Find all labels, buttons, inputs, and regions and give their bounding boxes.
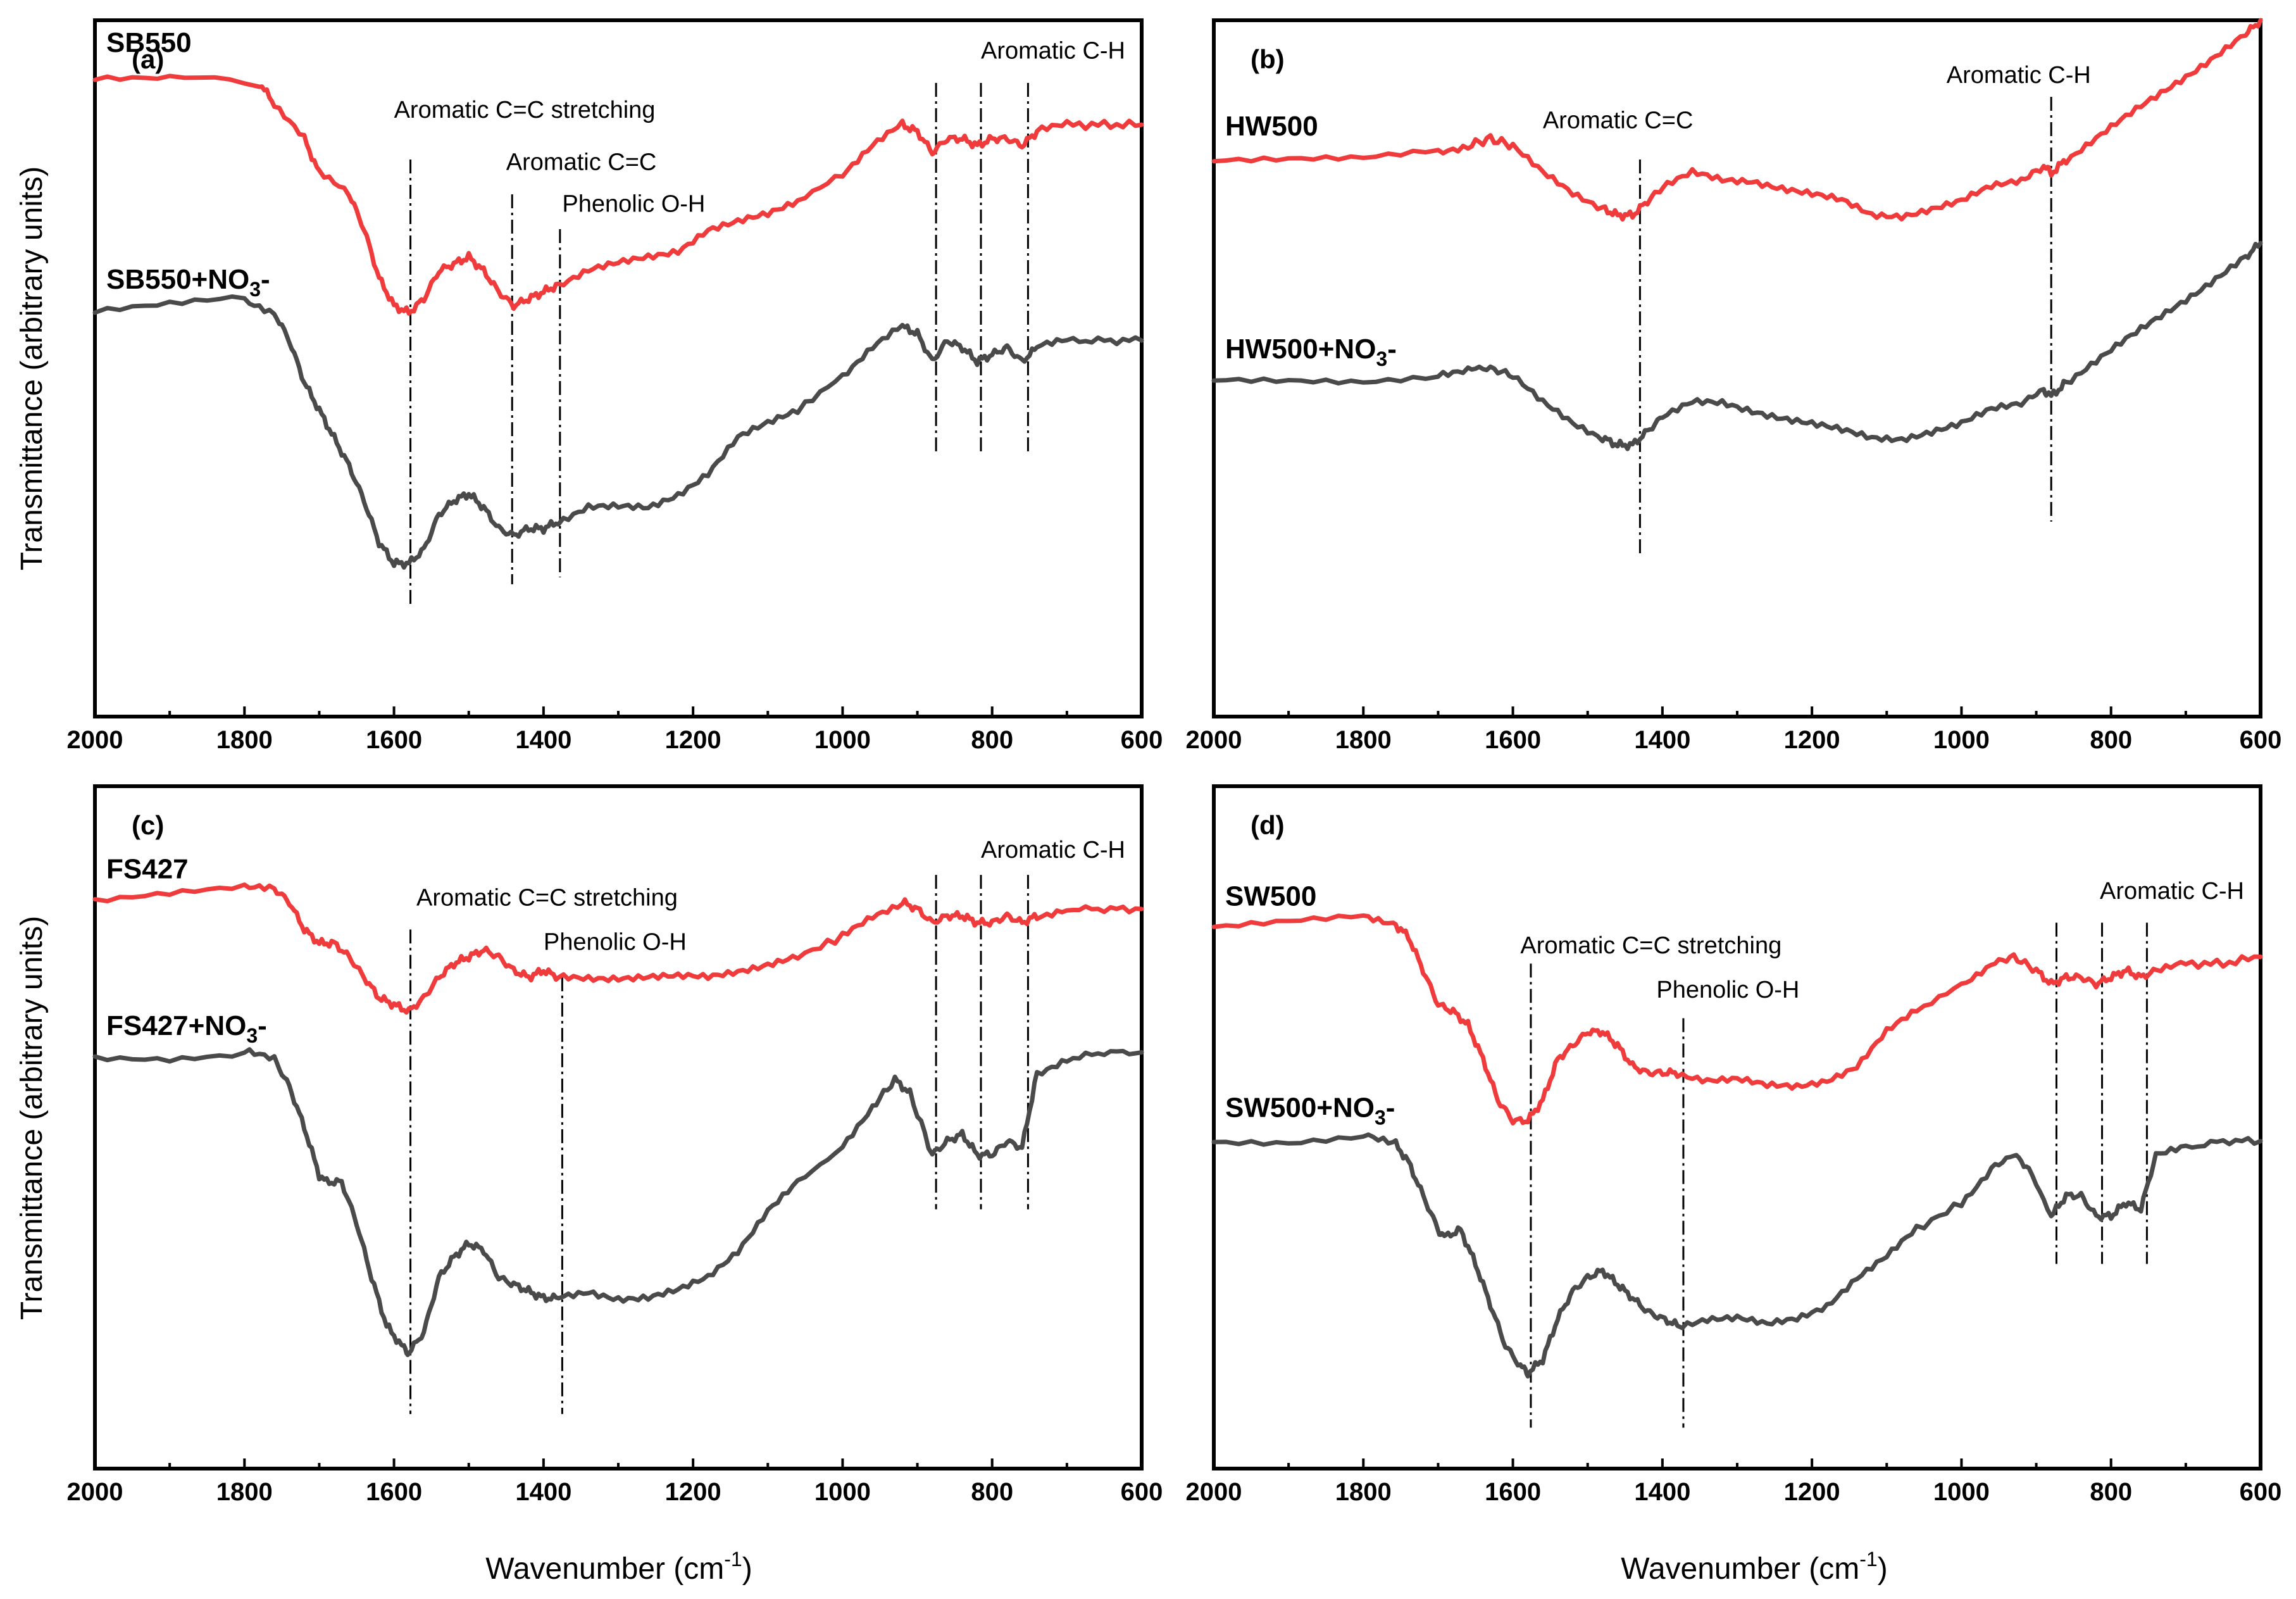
x-tick-label: 1400 xyxy=(515,726,571,754)
panel-label: (c) xyxy=(132,810,164,840)
x-tick-label: 600 xyxy=(2240,1478,2282,1506)
panel-a: 2000 1800 1600 1400 1200 1000 800 600 SB550 SB550… xyxy=(67,18,1163,754)
x-tick-label: 800 xyxy=(971,726,1013,754)
x-tick-label: 1800 xyxy=(216,1478,273,1506)
x-tick-label: 1000 xyxy=(1933,1478,1990,1506)
x-tick-label: 800 xyxy=(2090,726,2132,754)
x-tick-label: 1000 xyxy=(1933,726,1990,754)
spectrum-line xyxy=(92,294,1144,570)
x-tick-label: 800 xyxy=(2090,1478,2132,1506)
x-axis-label-superscript: -1 xyxy=(1859,1548,1877,1571)
x-tick-label: 1400 xyxy=(1634,1478,1690,1506)
x-tick-label: 600 xyxy=(2240,726,2282,754)
x-tick-label: 2000 xyxy=(67,726,123,754)
band-annotation: Aromatic C=C stretching xyxy=(1520,932,1781,959)
band-annotation: Phenolic O-H xyxy=(562,191,705,218)
panel-c: 2000 1800 1600 1400 1200 1000 800 600 FS427 FS427… xyxy=(67,784,1163,1506)
x-tick-label: 1800 xyxy=(1335,726,1392,754)
x-tick-label: 600 xyxy=(1121,726,1163,754)
x-tick-label: 1600 xyxy=(366,1478,422,1506)
series-label: FS427+NO3- xyxy=(106,1010,267,1047)
band-annotation: Aromatic C=C xyxy=(1543,108,1694,134)
series-label-tail: - xyxy=(1386,1093,1395,1124)
y-axis-label-top: Transmittance (arbitrary units) xyxy=(15,166,49,570)
series-label-main: FS427+NO xyxy=(106,1010,246,1041)
x-tick-label: 1600 xyxy=(1485,1478,1541,1506)
series-label-subscript: 3 xyxy=(249,278,261,301)
x-axis-label-text: Wavenumber (cm xyxy=(485,1552,724,1586)
series-label: SB550+NO3- xyxy=(106,264,270,301)
band-annotation: Aromatic C=C stretching xyxy=(394,97,656,123)
series-label-tail: - xyxy=(258,1010,267,1041)
panel-label: (d) xyxy=(1251,810,1285,840)
series-label-tail: - xyxy=(1387,334,1397,365)
spectrum-line xyxy=(1211,18,2263,222)
x-tick-label: 800 xyxy=(971,1478,1013,1506)
x-axis-label-close: ) xyxy=(742,1552,752,1586)
x-tick-label: 1400 xyxy=(515,1478,571,1506)
band-annotation: Phenolic O-H xyxy=(544,929,687,956)
spectrum-line xyxy=(1211,1132,2263,1379)
spectrum-line xyxy=(92,882,1144,1015)
series-label: HW500+NO3- xyxy=(1225,334,1397,370)
series-label-main: HW500+NO xyxy=(1225,334,1376,365)
series-label-main: SB550 xyxy=(106,27,192,58)
series-label-tail: - xyxy=(261,264,270,295)
spectrum-line xyxy=(1211,913,2263,1126)
series-label-main: SW500+NO xyxy=(1225,1093,1375,1124)
series-label-main: SW500 xyxy=(1225,881,1316,912)
x-tick-label: 1000 xyxy=(814,726,871,754)
series-label-subscript: 3 xyxy=(1376,348,1387,370)
series-label-main: SB550+NO xyxy=(106,264,249,295)
band-annotation: Aromatic C-H xyxy=(1947,62,2091,89)
x-tick-label: 1200 xyxy=(665,726,721,754)
series-label: FS427 xyxy=(106,853,189,884)
band-annotation: Aromatic C-H xyxy=(981,38,1125,65)
x-tick-label: 1600 xyxy=(366,726,422,754)
x-tick-label: 1200 xyxy=(1784,1478,1840,1506)
x-axis-label-right: Wavenumber (cm-1) xyxy=(1621,1548,1887,1586)
y-axis-label-bottom: Transmittance (arbitrary units) xyxy=(15,916,49,1320)
band-annotation: Aromatic C-H xyxy=(2100,878,2244,905)
panel-b: 2000 1800 1600 1400 1200 1000 800 600 HW500 HW500… xyxy=(1186,18,2282,754)
x-axis-label-left: Wavenumber (cm-1) xyxy=(485,1548,752,1586)
x-axis-label-text: Wavenumber (cm xyxy=(1621,1552,1859,1586)
series-label: SW500+NO3- xyxy=(1225,1093,1395,1129)
spectrum-line xyxy=(92,73,1144,316)
x-tick-label: 2000 xyxy=(1186,1478,1242,1506)
series-label: SB550 xyxy=(106,27,192,58)
plot-frame xyxy=(93,18,1144,718)
x-tick-label: 600 xyxy=(1121,1478,1163,1506)
spectrum-line xyxy=(92,1047,1144,1357)
x-tick-label: 1200 xyxy=(665,1478,721,1506)
x-tick-label: 1800 xyxy=(216,726,273,754)
series-label: SW500 xyxy=(1225,881,1316,912)
panel-d: 2000 1800 1600 1400 1200 1000 800 600 SW500 SW500… xyxy=(1186,784,2282,1506)
plot-frame xyxy=(1212,18,2262,718)
band-annotation: Aromatic C=C xyxy=(506,149,657,176)
series-label-main: FS427 xyxy=(106,853,189,884)
series-label-main: HW500 xyxy=(1225,111,1318,142)
x-tick-label: 1000 xyxy=(814,1478,871,1506)
spectrum-line xyxy=(1211,241,2263,451)
band-annotation: Aromatic C=C stretching xyxy=(416,885,678,912)
x-tick-label: 2000 xyxy=(1186,726,1242,754)
x-tick-label: 2000 xyxy=(67,1478,123,1506)
band-annotation: Phenolic O-H xyxy=(1656,977,1799,1003)
panel-label: (a) xyxy=(132,44,164,74)
x-tick-label: 1600 xyxy=(1485,726,1541,754)
series-label: HW500 xyxy=(1225,111,1318,142)
panel-label: (b) xyxy=(1251,44,1285,74)
band-annotation: Aromatic C-H xyxy=(981,837,1125,863)
x-axis-label-close: ) xyxy=(1878,1552,1888,1586)
x-tick-label: 1400 xyxy=(1634,726,1690,754)
x-tick-label: 1200 xyxy=(1784,726,1840,754)
series-label-subscript: 3 xyxy=(246,1024,258,1047)
series-label-subscript: 3 xyxy=(1375,1107,1386,1129)
x-axis-label-superscript: -1 xyxy=(724,1548,742,1571)
x-tick-label: 1800 xyxy=(1335,1478,1392,1506)
